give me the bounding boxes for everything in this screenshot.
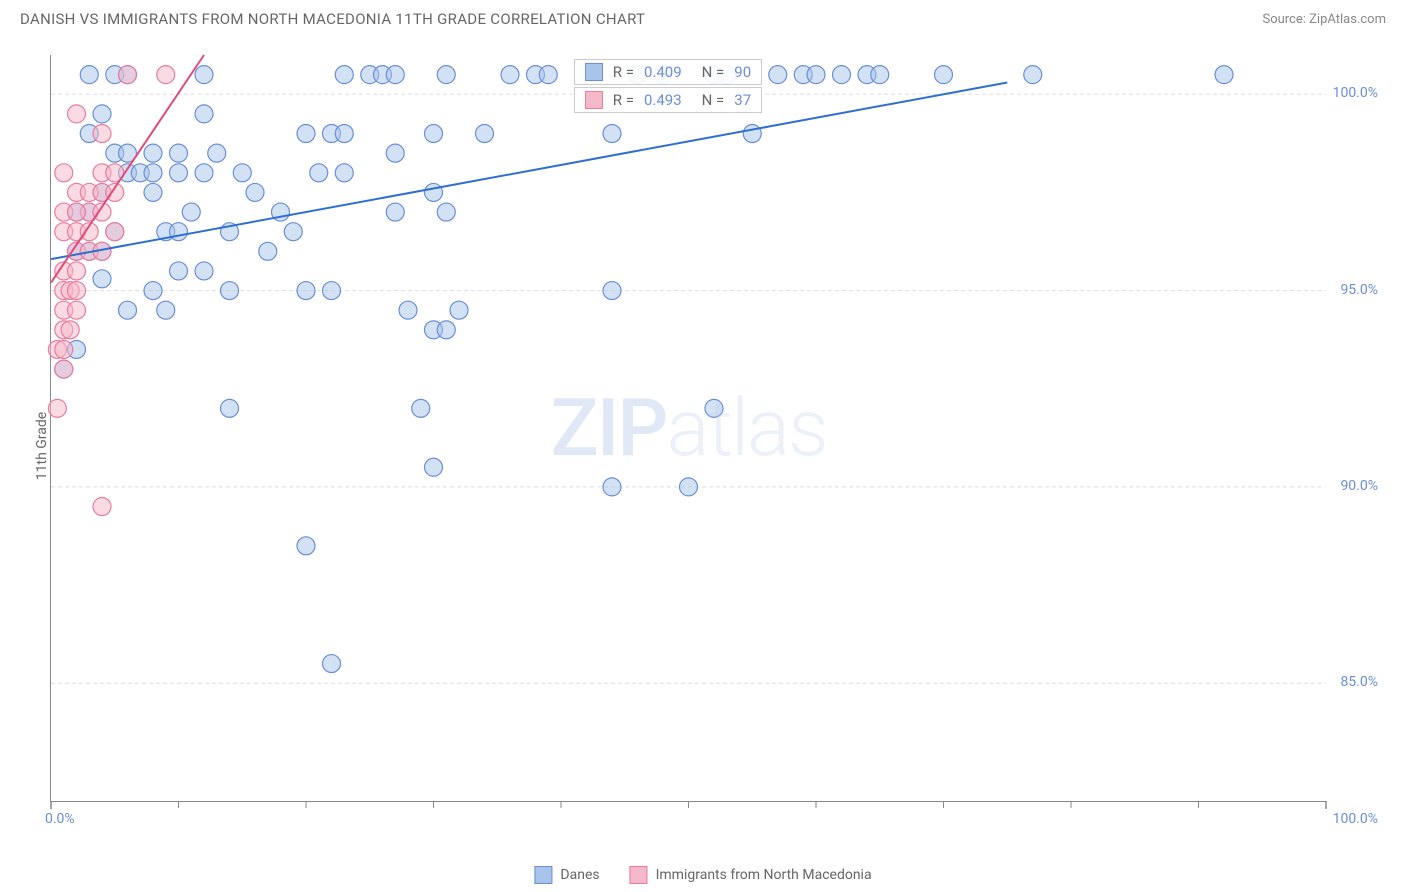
n-value: 90 bbox=[734, 63, 751, 81]
chart-container: ZIPatlas R = 0.409 N = 90 R = 0.493 N = … bbox=[50, 55, 1386, 832]
scatter-plot-svg bbox=[51, 55, 1326, 801]
legend-label: Immigrants from North Macedonia bbox=[656, 867, 872, 883]
legend-swatch-icon bbox=[534, 866, 552, 884]
correlation-box-danes: R = 0.409 N = 90 bbox=[574, 59, 762, 85]
y-tick-label: 95.0% bbox=[1340, 282, 1378, 298]
legend-swatch-icon bbox=[585, 91, 603, 109]
r-value: 0.493 bbox=[644, 91, 682, 109]
r-label: R = bbox=[613, 91, 634, 109]
y-tick-label: 90.0% bbox=[1340, 478, 1378, 494]
correlation-box-immigrants: R = 0.493 N = 37 bbox=[574, 87, 762, 113]
y-tick-label: 100.0% bbox=[1333, 85, 1378, 101]
source-label: Source: ZipAtlas.com bbox=[1262, 12, 1386, 27]
legend-label: Danes bbox=[560, 867, 599, 883]
legend-item-immigrants: Immigrants from North Macedonia bbox=[630, 866, 872, 884]
legend-swatch-icon bbox=[585, 63, 603, 81]
header-bar: DANISH VS IMMIGRANTS FROM NORTH MACEDONI… bbox=[0, 0, 1406, 36]
legend-bottom: Danes Immigrants from North Macedonia bbox=[534, 866, 871, 884]
r-value: 0.409 bbox=[644, 63, 682, 81]
x-tick-label: 100.0% bbox=[1333, 811, 1378, 827]
y-axis-label: 11th Grade bbox=[34, 412, 50, 480]
legend-item-danes: Danes bbox=[534, 866, 599, 884]
chart-title: DANISH VS IMMIGRANTS FROM NORTH MACEDONI… bbox=[20, 10, 645, 28]
x-tick-label: 0.0% bbox=[45, 811, 75, 827]
r-label: R = bbox=[613, 63, 634, 81]
y-tick-label: 85.0% bbox=[1340, 674, 1378, 690]
n-label: N = bbox=[702, 63, 725, 81]
n-label: N = bbox=[702, 91, 725, 109]
plot-area: ZIPatlas R = 0.409 N = 90 R = 0.493 N = … bbox=[50, 55, 1326, 802]
legend-swatch-icon bbox=[630, 866, 648, 884]
n-value: 37 bbox=[734, 91, 751, 109]
